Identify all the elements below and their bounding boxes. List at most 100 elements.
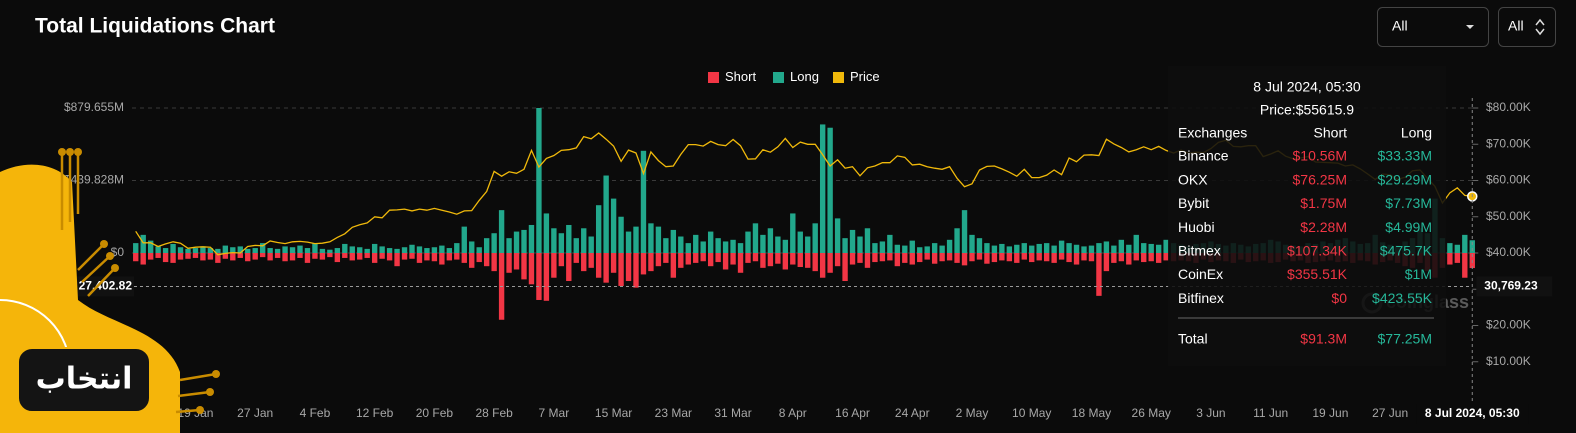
bar <box>162 248 169 253</box>
crosshair-y2-label: 30,769.23 <box>1484 279 1538 293</box>
bar <box>991 245 998 253</box>
bar <box>842 253 848 282</box>
bar <box>931 253 938 264</box>
bar <box>215 248 221 253</box>
bar <box>528 253 535 285</box>
bar <box>446 248 453 253</box>
bar <box>879 253 886 262</box>
bar <box>304 253 311 263</box>
bar <box>924 246 930 253</box>
bar <box>1118 239 1125 253</box>
bar <box>342 243 348 253</box>
bar <box>207 253 214 260</box>
bar <box>767 253 774 267</box>
tooltip-header: Long <box>1401 125 1432 141</box>
bar <box>819 253 826 278</box>
range-dropdown[interactable]: All <box>1498 7 1556 47</box>
dropdown-value[interactable]: All <box>1508 18 1524 34</box>
tooltip-box <box>1168 66 1446 366</box>
bar <box>625 253 632 282</box>
x-tick-label: 18 May <box>1072 406 1111 420</box>
bar <box>371 243 378 253</box>
bar <box>618 253 624 286</box>
bar <box>536 253 542 300</box>
bar <box>334 253 341 263</box>
page-title: Total Liquidations Chart <box>35 15 275 38</box>
bar <box>1043 253 1050 262</box>
tooltip-exchange: Huobi <box>1178 219 1215 235</box>
bar <box>237 253 243 258</box>
bar <box>969 253 975 262</box>
bar <box>185 248 191 253</box>
bar <box>1111 253 1117 263</box>
bar <box>752 253 759 262</box>
tooltip-short: $1.75M <box>1300 195 1347 211</box>
bar <box>618 216 624 253</box>
bar <box>558 233 565 253</box>
bar <box>954 253 960 263</box>
tooltip: 8 Jul 2024, 05:30 Price:$55615.9 Exchang… <box>1168 66 1446 366</box>
bar <box>147 253 154 260</box>
bar <box>1014 244 1020 253</box>
x-tick-label: 15 Mar <box>595 406 632 420</box>
legend-swatch <box>773 72 784 83</box>
tooltip-short: $355.51K <box>1287 266 1348 282</box>
bar <box>1133 234 1139 253</box>
bar <box>902 245 908 253</box>
bar <box>1163 253 1169 261</box>
bar <box>245 253 251 262</box>
tooltip-title: 8 Jul 2024, 05:30 <box>1253 79 1361 95</box>
bar <box>1462 234 1468 253</box>
bar <box>140 253 146 265</box>
bar <box>1081 253 1087 261</box>
x-tick-label: 10 May <box>1012 406 1051 420</box>
x-tick-label: 19 Jun <box>1312 406 1348 420</box>
bar <box>543 213 550 253</box>
bar <box>1081 246 1087 253</box>
bar <box>304 248 311 253</box>
bar <box>521 253 527 280</box>
legend-item: Price <box>833 69 880 84</box>
dropdown-box[interactable] <box>1498 7 1556 47</box>
bar <box>461 226 467 253</box>
x-tick-label: 27 Jan <box>237 406 273 420</box>
bar <box>737 243 744 253</box>
bar <box>536 108 542 253</box>
bar <box>483 253 490 267</box>
y2-tick-label: $10.00K <box>1486 354 1531 368</box>
bar <box>1141 253 1147 263</box>
bar <box>416 246 423 253</box>
bar <box>476 247 482 253</box>
bar <box>1103 253 1110 272</box>
bar <box>917 247 923 253</box>
bar <box>939 253 945 262</box>
bar <box>722 253 729 270</box>
tooltip-header: Short <box>1314 125 1348 141</box>
bar <box>1029 245 1035 253</box>
tooltip-short: $107.34K <box>1287 243 1348 259</box>
dropdown-box[interactable] <box>1377 7 1489 47</box>
bar <box>252 253 258 260</box>
bar <box>715 253 721 263</box>
bar <box>812 223 818 253</box>
exchange-dropdown[interactable]: All <box>1377 7 1489 47</box>
bar <box>506 238 512 253</box>
dropdown-caret[interactable] <box>1466 25 1474 29</box>
bar <box>1126 253 1132 265</box>
bar <box>887 253 893 261</box>
x-tick-label: 8 Apr <box>779 406 807 420</box>
x-tick-label: 23 Mar <box>655 406 692 420</box>
logo-dot <box>111 264 119 272</box>
bar <box>693 234 699 253</box>
bar <box>1163 239 1169 253</box>
bar <box>1058 253 1065 260</box>
tooltip-exchange: OKX <box>1178 171 1208 187</box>
bar <box>274 248 281 253</box>
bar <box>543 253 550 301</box>
bar <box>357 253 363 260</box>
logo-dot <box>206 388 214 396</box>
dropdown-value[interactable]: All <box>1392 18 1408 34</box>
x-tick-label: 16 Apr <box>835 406 870 420</box>
dropdown-icon[interactable] <box>1535 18 1545 36</box>
logo-dot <box>212 370 220 378</box>
